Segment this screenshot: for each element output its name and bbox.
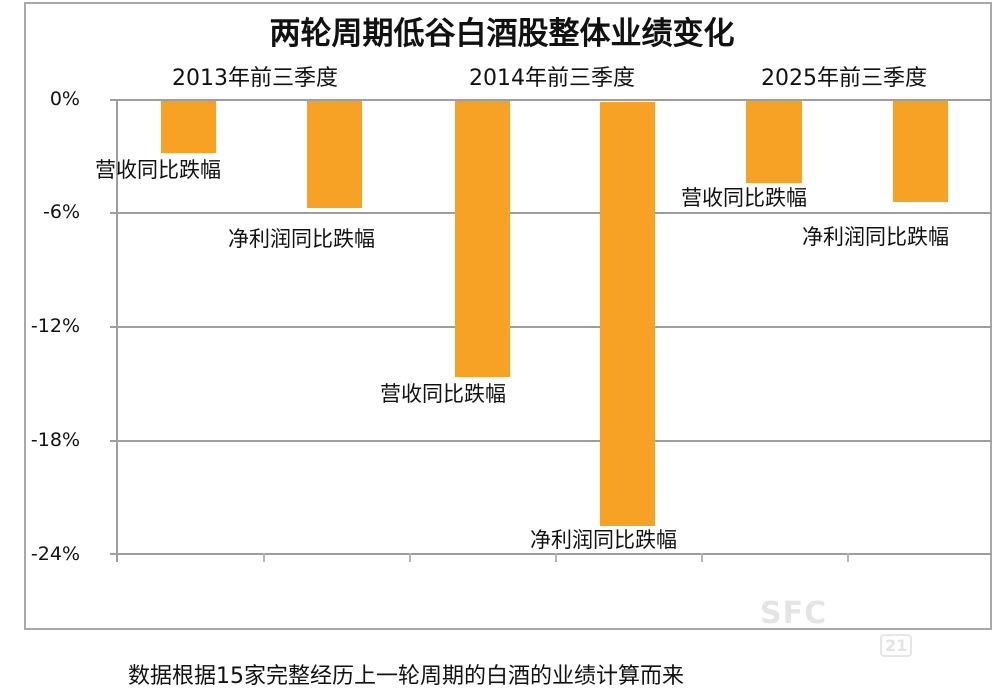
gridline-minus-12 xyxy=(117,326,992,328)
y-axis xyxy=(116,100,118,562)
watermark-21: 21 xyxy=(880,634,913,657)
bar-label-2014-revenue: 营收同比跌幅 xyxy=(380,382,506,406)
gridline-minus-24 xyxy=(117,553,992,555)
watermark-sfc: SFC xyxy=(760,596,828,631)
x-tickmark xyxy=(263,553,265,562)
gridline-minus-6 xyxy=(117,212,992,214)
gridline-0 xyxy=(117,99,992,101)
bar-label-2013-revenue: 营收同比跌幅 xyxy=(95,158,221,182)
group-label-2025: 2025年前三季度 xyxy=(761,66,927,91)
bar-2014-revenue xyxy=(455,101,510,377)
group-label-2014: 2014年前三季度 xyxy=(469,66,635,91)
x-tickmark xyxy=(409,553,411,562)
group-label-2013: 2013年前三季度 xyxy=(172,66,338,91)
x-tickmark xyxy=(555,553,557,562)
y-tick-minus-18: -18% xyxy=(30,429,80,451)
gridline-minus-18 xyxy=(117,440,992,442)
bar-2014-profit xyxy=(600,102,655,526)
x-tickmark xyxy=(701,553,703,562)
y-tickmark xyxy=(110,440,117,442)
footnote: 数据根据15家完整经历上一轮周期的白酒的业绩计算而来 xyxy=(128,664,684,689)
chart-title: 两轮周期低谷白酒股整体业绩变化 xyxy=(269,16,735,52)
bar-label-2025-profit: 净利润同比跌幅 xyxy=(802,225,949,249)
bar-label-2025-revenue: 营收同比跌幅 xyxy=(681,186,807,210)
y-tick-minus-12: -12% xyxy=(30,315,80,337)
y-tick-minus-24: -24% xyxy=(30,543,80,565)
bar-label-2013-profit: 净利润同比跌幅 xyxy=(228,227,375,251)
y-tickmark xyxy=(110,99,117,101)
bar-label-2014-profit: 净利润同比跌幅 xyxy=(530,528,677,552)
x-tickmark xyxy=(847,553,849,562)
y-tickmark xyxy=(110,212,117,214)
y-tick-0: 0% xyxy=(49,88,80,110)
bar-2013-profit xyxy=(307,101,362,208)
bar-2025-profit xyxy=(893,101,948,202)
y-tickmark xyxy=(110,553,117,555)
watermark-logo: SFC 21 xyxy=(760,596,913,657)
bar-2025-revenue xyxy=(746,101,802,183)
bar-2013-revenue xyxy=(161,101,216,153)
y-tickmark xyxy=(110,326,117,328)
y-tick-minus-6: -6% xyxy=(43,201,80,223)
